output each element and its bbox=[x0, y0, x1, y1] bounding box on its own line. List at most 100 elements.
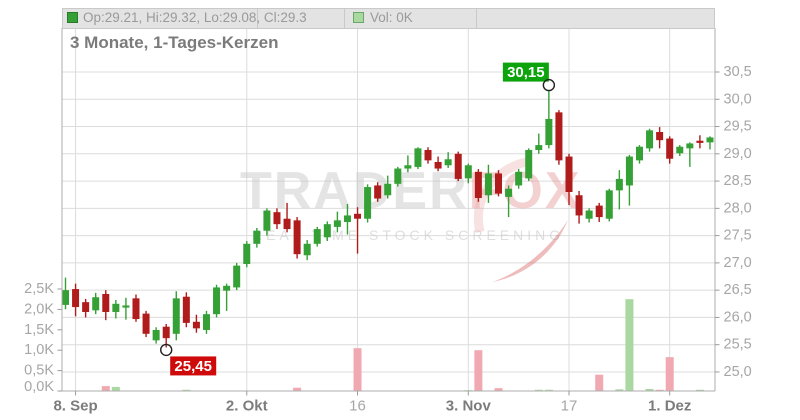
candle[interactable] bbox=[152, 327, 160, 344]
candle[interactable] bbox=[545, 91, 553, 149]
candle[interactable] bbox=[666, 136, 674, 164]
legend-ohlc-label: Op:29.21, Hi:29.32, Lo:29.08, Cl:29.3 bbox=[83, 10, 307, 25]
volume-bar[interactable] bbox=[534, 389, 543, 391]
volume-bar[interactable] bbox=[293, 387, 302, 391]
candle[interactable] bbox=[243, 241, 251, 268]
candle[interactable] bbox=[515, 169, 523, 189]
candle[interactable] bbox=[72, 283, 80, 317]
candle[interactable] bbox=[495, 170, 503, 197]
candle[interactable] bbox=[686, 142, 694, 167]
candle[interactable] bbox=[625, 154, 633, 206]
volume-bar[interactable] bbox=[494, 388, 503, 391]
candle[interactable] bbox=[354, 207, 362, 254]
candle[interactable] bbox=[384, 175, 392, 199]
candle[interactable] bbox=[303, 239, 311, 261]
price-axis-label: 29,5 bbox=[724, 119, 752, 135]
candle[interactable] bbox=[414, 147, 422, 170]
volume-bar[interactable] bbox=[474, 350, 483, 391]
candle[interactable] bbox=[263, 208, 271, 236]
low-marker-circle[interactable] bbox=[159, 343, 173, 357]
candle[interactable] bbox=[112, 299, 120, 319]
candle[interactable] bbox=[132, 294, 140, 322]
volume-bar[interactable] bbox=[615, 389, 624, 391]
candle[interactable] bbox=[484, 164, 492, 203]
volume-bar[interactable] bbox=[645, 388, 654, 391]
candle[interactable] bbox=[313, 226, 321, 247]
candle[interactable] bbox=[273, 208, 281, 230]
candle[interactable] bbox=[102, 290, 110, 321]
legend-bar: Op:29.21, Hi:29.32, Lo:29.08, Cl:29.3 Vo… bbox=[62, 8, 715, 29]
volume-bar[interactable] bbox=[695, 389, 704, 391]
candle[interactable] bbox=[635, 145, 643, 164]
candle[interactable] bbox=[62, 277, 69, 310]
candle-body bbox=[565, 156, 573, 192]
volume-bar[interactable] bbox=[625, 299, 634, 391]
candle-body bbox=[82, 302, 90, 312]
candle[interactable] bbox=[192, 314, 200, 333]
volume-bar[interactable] bbox=[101, 386, 110, 391]
candle[interactable] bbox=[364, 184, 372, 223]
volume-bar[interactable] bbox=[665, 357, 674, 391]
candle[interactable] bbox=[454, 151, 462, 182]
price-axis-label: 25,0 bbox=[724, 364, 752, 380]
candle[interactable] bbox=[605, 188, 613, 222]
volume-bar[interactable] bbox=[182, 389, 191, 391]
volume-bar[interactable] bbox=[353, 348, 362, 391]
candle[interactable] bbox=[394, 166, 402, 187]
candle[interactable] bbox=[293, 217, 301, 259]
volume-bar[interactable] bbox=[544, 389, 553, 391]
candle-legend-swatch bbox=[67, 12, 78, 23]
candle[interactable] bbox=[656, 127, 664, 149]
candle[interactable] bbox=[162, 323, 170, 348]
candle-body bbox=[213, 287, 221, 315]
candle-body bbox=[424, 149, 432, 161]
candle-body bbox=[323, 224, 331, 238]
price-axis-label: 25,5 bbox=[724, 337, 752, 353]
candle[interactable] bbox=[565, 153, 573, 206]
candle[interactable] bbox=[464, 163, 472, 184]
candle[interactable] bbox=[404, 155, 412, 173]
candle[interactable] bbox=[434, 156, 442, 172]
volume-bar[interactable] bbox=[655, 389, 664, 391]
candle[interactable] bbox=[444, 152, 452, 168]
volume-bar[interactable] bbox=[111, 386, 120, 391]
candle[interactable] bbox=[374, 182, 382, 202]
candle[interactable] bbox=[172, 291, 180, 341]
candle[interactable] bbox=[575, 190, 583, 224]
high-marker-circle[interactable] bbox=[542, 78, 556, 92]
candle[interactable] bbox=[233, 262, 241, 291]
candle[interactable] bbox=[182, 292, 190, 328]
candle[interactable] bbox=[696, 135, 704, 149]
candle-body bbox=[635, 146, 643, 161]
candle[interactable] bbox=[555, 110, 563, 165]
candle[interactable] bbox=[535, 133, 543, 154]
candle[interactable] bbox=[706, 136, 714, 150]
candle[interactable] bbox=[122, 297, 130, 320]
volume-axis-label: 0,0K bbox=[24, 379, 54, 395]
candle[interactable] bbox=[253, 227, 261, 248]
candle[interactable] bbox=[424, 147, 432, 164]
candle[interactable] bbox=[333, 211, 341, 233]
candle[interactable] bbox=[676, 145, 684, 156]
candle[interactable] bbox=[283, 202, 291, 233]
candle[interactable] bbox=[595, 202, 603, 222]
candle-body bbox=[525, 149, 533, 179]
candle[interactable] bbox=[323, 221, 331, 242]
volume-bar[interactable] bbox=[595, 374, 604, 391]
candle[interactable] bbox=[646, 128, 654, 152]
candle[interactable] bbox=[615, 170, 623, 210]
candle-body bbox=[545, 118, 553, 146]
candle[interactable] bbox=[202, 310, 210, 334]
candle[interactable] bbox=[82, 298, 90, 318]
candle[interactable] bbox=[474, 169, 482, 202]
candle[interactable] bbox=[92, 292, 100, 315]
candle[interactable] bbox=[343, 203, 351, 235]
candle[interactable] bbox=[505, 185, 513, 218]
candle[interactable] bbox=[223, 283, 231, 311]
candle[interactable] bbox=[525, 148, 533, 182]
candle[interactable] bbox=[213, 284, 221, 318]
candle[interactable] bbox=[142, 310, 150, 338]
candle[interactable] bbox=[585, 208, 593, 223]
